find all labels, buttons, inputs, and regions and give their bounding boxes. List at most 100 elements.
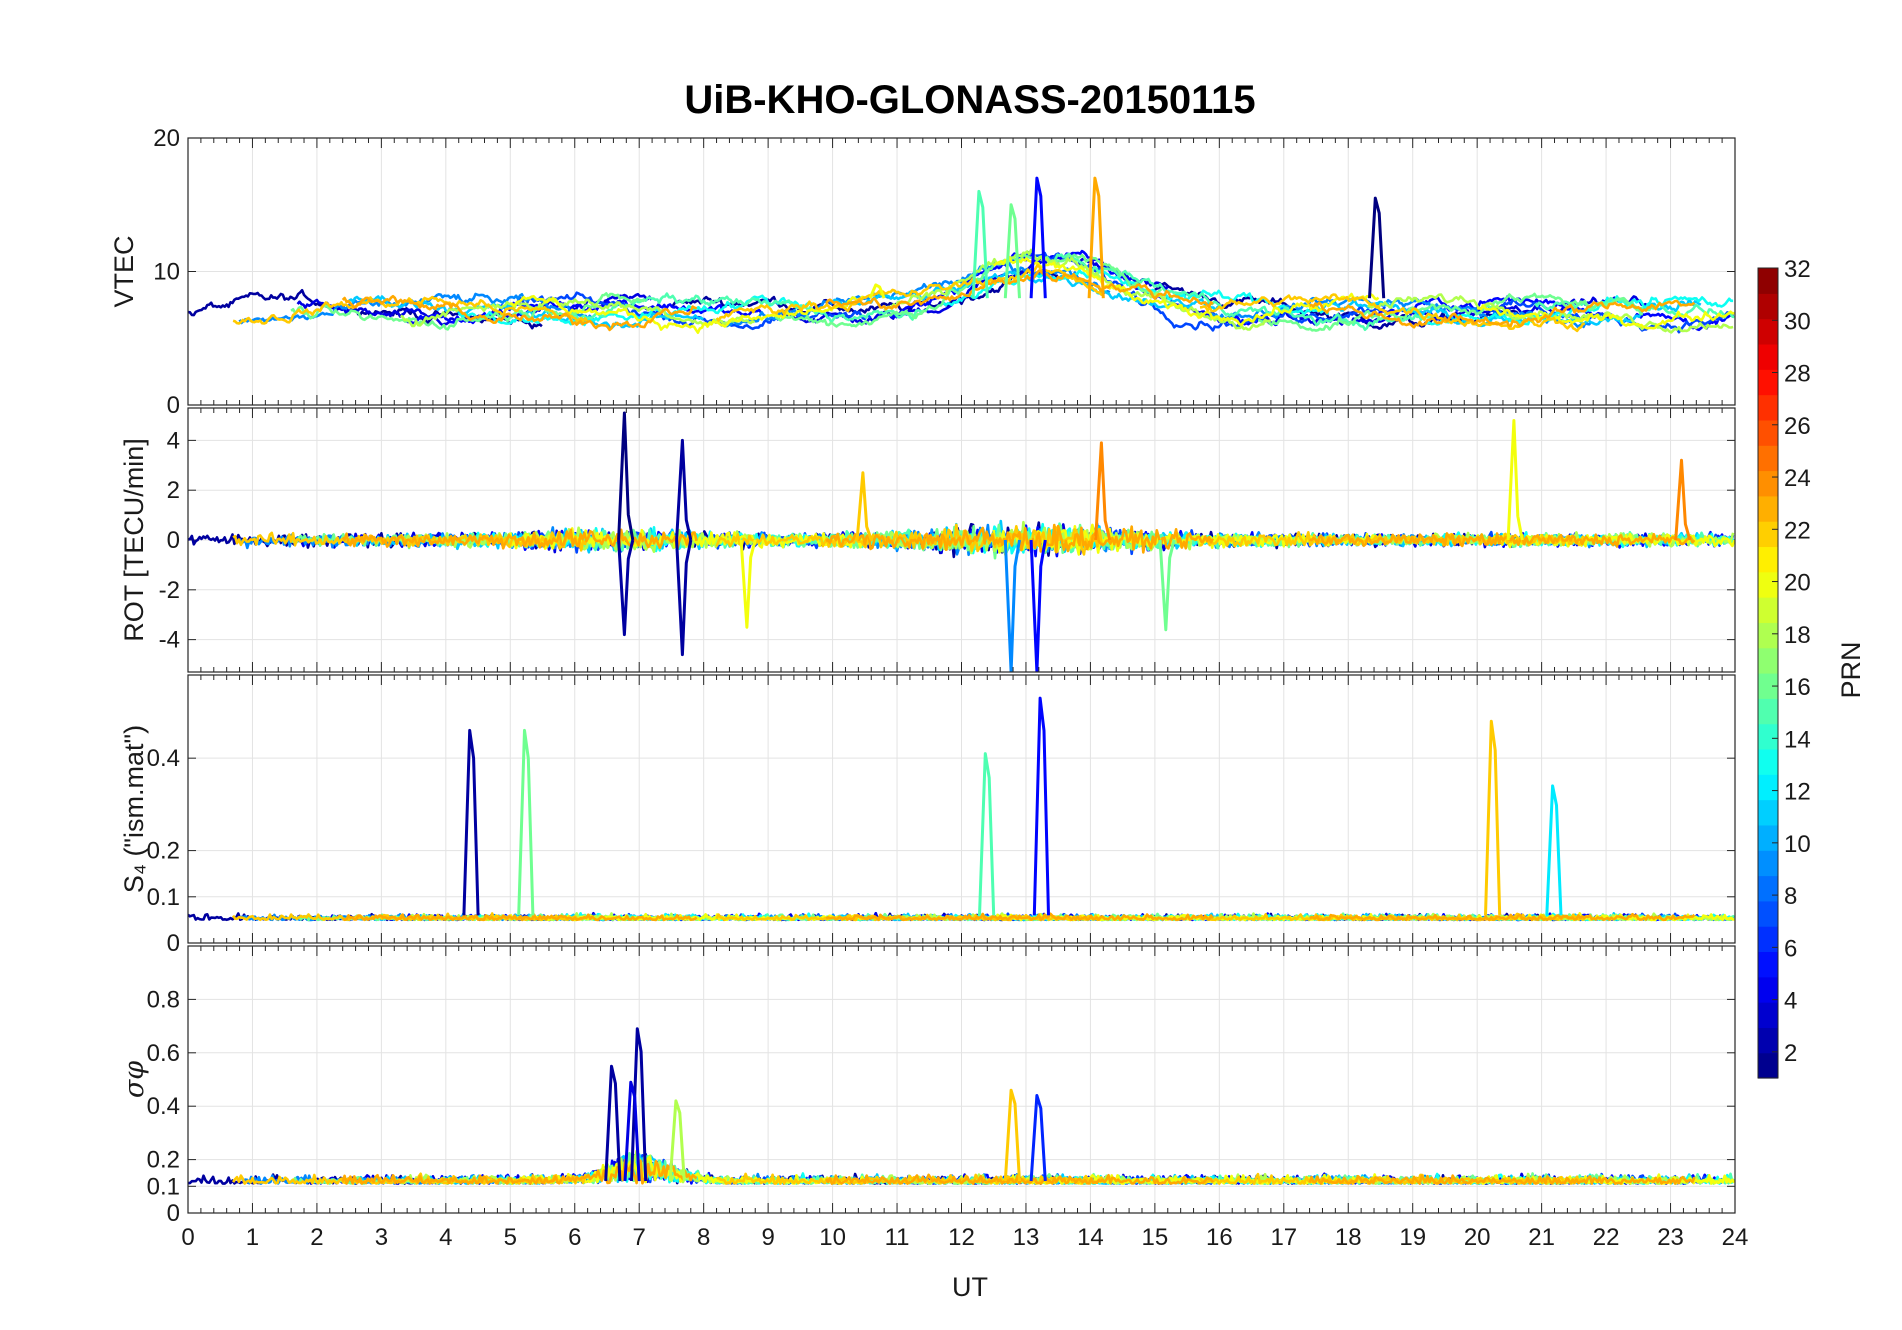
colorbar-tick-label: 24 bbox=[1784, 465, 1811, 492]
spike-prn-16 bbox=[1158, 539, 1176, 632]
spike-prn-1 bbox=[1368, 196, 1386, 299]
colorbar-tick-label: 18 bbox=[1784, 622, 1811, 649]
colorbar-segment bbox=[1758, 597, 1778, 623]
colorbar-segment bbox=[1758, 622, 1778, 649]
spike-prn-12 bbox=[1545, 784, 1563, 916]
panel-2-series bbox=[188, 411, 1735, 672]
colorbar-tick-label: 22 bbox=[1784, 517, 1811, 544]
colorbar-tick-label: 2 bbox=[1784, 1040, 1797, 1067]
spike-prn-2 bbox=[604, 1064, 622, 1182]
panel-3-series bbox=[188, 696, 1735, 922]
colorbar-segment bbox=[1758, 698, 1778, 725]
panel-4-series bbox=[188, 1027, 1735, 1185]
y-tick-label: 0.4 bbox=[147, 745, 180, 772]
x-tick-label: 2 bbox=[310, 1224, 323, 1251]
y-tick-label: -4 bbox=[159, 627, 180, 654]
colorbar-frame bbox=[1757, 267, 1779, 1079]
series-prn-16 bbox=[1257, 292, 1644, 332]
spike-prn-2 bbox=[675, 539, 693, 657]
panel-4: 00.10.2 0.4 0.6 0.8 σφ bbox=[119, 945, 1736, 1227]
colorbar-segment bbox=[1758, 1027, 1778, 1054]
y-axis-label: ROT [TECU/min] bbox=[119, 438, 149, 642]
y-tick-label: -2 bbox=[159, 577, 180, 604]
colorbar-segment bbox=[1758, 647, 1778, 674]
y-axis-label: σφ bbox=[119, 1061, 150, 1098]
colorbar-segment bbox=[1758, 1002, 1778, 1028]
x-tick-label: 10 bbox=[819, 1224, 846, 1251]
colorbar-tick-label: 8 bbox=[1784, 883, 1797, 910]
x-tick-label: 9 bbox=[761, 1224, 774, 1251]
x-tick-label: 12 bbox=[948, 1224, 975, 1251]
spike-prn-23 bbox=[1087, 176, 1105, 299]
spike-prn-20 bbox=[739, 539, 757, 629]
y-tick-label: 0.2 bbox=[147, 1147, 180, 1174]
x-tick-label: 6 bbox=[568, 1224, 581, 1251]
colorbar-tick-label: 4 bbox=[1784, 988, 1797, 1015]
series-prn-23 bbox=[1309, 912, 1696, 922]
y-tick-label: 0 bbox=[167, 392, 180, 419]
colorbar-tick-label: 12 bbox=[1784, 779, 1811, 806]
series-prn-16 bbox=[290, 292, 646, 331]
y-tick-label: 2 bbox=[167, 477, 180, 504]
colorbar-segment bbox=[1758, 748, 1778, 775]
panel-2-frame bbox=[187, 407, 1736, 673]
x-tick-label: 18 bbox=[1335, 1224, 1362, 1251]
colorbar-segment bbox=[1758, 824, 1778, 851]
colorbar-label: PRN bbox=[1836, 641, 1866, 698]
spike-prn-22 bbox=[855, 471, 873, 541]
panel-3-frame bbox=[187, 674, 1736, 944]
colorbar-segment bbox=[1758, 521, 1778, 548]
y-tick-label: 0 bbox=[167, 930, 180, 957]
spike-prn-20 bbox=[868, 283, 886, 299]
panel-2: -4 -2 0 2 4 ROT [TECU/min] bbox=[119, 407, 1736, 673]
series-prn-23 bbox=[825, 1173, 1215, 1185]
colorbar-tick-label: 16 bbox=[1784, 674, 1811, 701]
x-tick-label: 22 bbox=[1593, 1224, 1620, 1251]
chart-title: UiB-KHO-GLONASS-20150115 bbox=[684, 78, 1255, 122]
colorbar-segment bbox=[1758, 394, 1778, 421]
spike-prn-5 bbox=[1029, 539, 1047, 672]
colorbar-tick-label: 6 bbox=[1784, 935, 1797, 962]
x-tick-label: 11 bbox=[885, 1224, 910, 1251]
x-tick-label: 24 bbox=[1722, 1224, 1749, 1251]
colorbar-segment bbox=[1758, 774, 1778, 801]
x-tick-label: 7 bbox=[633, 1224, 646, 1251]
x-tick-label: 20 bbox=[1464, 1224, 1491, 1251]
series-prn-20 bbox=[992, 255, 1380, 327]
colorbar-segment bbox=[1758, 875, 1778, 902]
spike-prn-15 bbox=[978, 752, 996, 916]
colorbar-tick-label: 26 bbox=[1784, 413, 1811, 440]
series-prn-22 bbox=[232, 295, 589, 325]
y-tick-label: 20 bbox=[153, 125, 180, 152]
colorbar-segment bbox=[1758, 673, 1778, 699]
colorbar-segment bbox=[1758, 1052, 1778, 1079]
colorbar-segment bbox=[1758, 723, 1778, 750]
x-tick-label: 21 bbox=[1528, 1224, 1555, 1251]
x-tick-label: 16 bbox=[1206, 1224, 1233, 1251]
colorbar-segment bbox=[1758, 926, 1778, 953]
y-tick-label: 0.4 bbox=[147, 1093, 180, 1120]
series-prn-15 bbox=[1051, 252, 1438, 332]
spike-prn-20 bbox=[1506, 419, 1524, 541]
series-prn-2 bbox=[188, 288, 543, 330]
series-prn-20 bbox=[1476, 304, 1735, 330]
y-tick-label: 10 bbox=[153, 259, 180, 286]
x-tick-label: 3 bbox=[375, 1224, 388, 1251]
colorbar-tick-label: 10 bbox=[1784, 831, 1811, 858]
y-tick-label: 4 bbox=[167, 427, 180, 454]
y-tick-label: 0.1 bbox=[147, 884, 180, 911]
panel-3: 0 0.1 0.2 0.4S₄ ("ism.mat") bbox=[119, 674, 1736, 957]
spike-prn-4 bbox=[623, 1080, 641, 1182]
colorbar-segment bbox=[1758, 343, 1778, 370]
x-tick-label: 13 bbox=[1013, 1224, 1040, 1251]
spike-prn-18 bbox=[668, 1099, 686, 1182]
colorbar-segment bbox=[1758, 976, 1778, 1003]
x-tick-labels: 0 1 2 3 4 5 6 7 8 9 10 11 12 13 14 15 16 17 18 19 20 21 22 23 24 bbox=[181, 1224, 1748, 1251]
x-tick-label: 1 bbox=[246, 1224, 259, 1251]
spike-prn-15 bbox=[971, 189, 989, 299]
spike-prn-2 bbox=[675, 438, 693, 541]
y-tick-label: 0 bbox=[167, 527, 180, 554]
y-tick-label: 0.1 bbox=[147, 1173, 180, 1200]
